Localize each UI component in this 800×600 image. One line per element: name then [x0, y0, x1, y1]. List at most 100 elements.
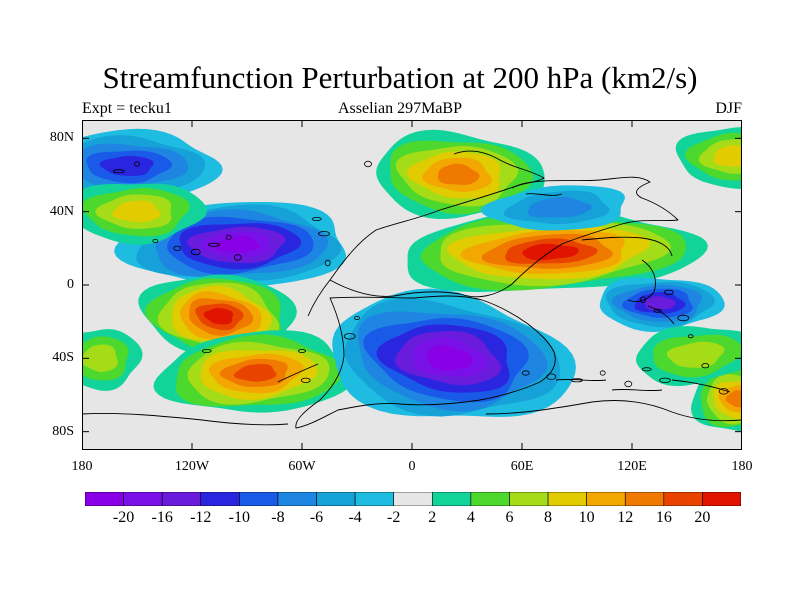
- lat-label: 0: [67, 277, 74, 292]
- colorbar-label: -20: [112, 509, 135, 526]
- island: [298, 348, 306, 353]
- colorbar-swatch: [509, 492, 549, 506]
- pressure-cell: [114, 201, 347, 288]
- contour-band: [112, 200, 161, 223]
- island: [134, 161, 140, 167]
- contour-band: [215, 236, 260, 253]
- contour-band: [644, 296, 676, 310]
- lon-label: 60W: [288, 459, 316, 474]
- pressure-cell: [635, 326, 742, 387]
- coastline-panthalassa-rim: [277, 279, 331, 383]
- colorbar-swatch: [161, 492, 202, 506]
- pressure-cell: [599, 277, 725, 333]
- pressure-cell: [82, 183, 207, 245]
- contour-band: [82, 344, 119, 372]
- island: [599, 370, 606, 376]
- pressure-cell: [407, 207, 708, 293]
- coastline-east-terranes: [627, 259, 675, 325]
- island: [225, 234, 232, 240]
- contour-band: [233, 363, 277, 382]
- island: [663, 289, 674, 295]
- island: [354, 315, 360, 320]
- season-label: DJF: [715, 100, 742, 117]
- contour-band: [437, 163, 480, 185]
- pressure-cell: [153, 330, 354, 413]
- island: [311, 217, 322, 222]
- coastline-antarctic-edge: [82, 400, 742, 426]
- island: [641, 367, 652, 372]
- island: [364, 160, 372, 168]
- lon-label: 60E: [510, 459, 534, 474]
- island: [112, 169, 125, 174]
- colorbar-swatch: [470, 492, 510, 506]
- colorbar-label: 4: [466, 509, 475, 526]
- colorbar-label: 8: [544, 509, 553, 526]
- island: [343, 333, 356, 340]
- colorbar-label: -2: [387, 509, 401, 526]
- contour-band: [426, 345, 473, 371]
- colorbar-label: 2: [428, 509, 437, 526]
- map-title: Streamfunction Perturbation at 200 hPa (…: [102, 60, 698, 95]
- colorbar-swatch: [239, 492, 279, 506]
- lat-label: 40N: [49, 203, 74, 219]
- colorbar-label: 10: [578, 509, 595, 526]
- colorbar-swatch: [431, 492, 472, 506]
- island: [659, 377, 671, 383]
- colorbar-swatch: [316, 492, 356, 506]
- island: [521, 370, 530, 376]
- lon-label: 180: [71, 459, 93, 474]
- period-label: Asselian 297MaBP: [338, 100, 462, 117]
- lat-label: 80S: [52, 423, 74, 439]
- island: [718, 388, 729, 395]
- island: [190, 248, 201, 256]
- pressure-cell: [675, 127, 742, 189]
- coastline-arctic-rim: [453, 150, 563, 196]
- island: [701, 363, 710, 369]
- colorbar-swatch: [200, 492, 240, 506]
- island: [653, 308, 662, 313]
- island: [208, 242, 220, 247]
- pressure-cell: [332, 288, 576, 417]
- contour-band: [527, 196, 592, 218]
- pressure-cell: [376, 129, 545, 220]
- colorbar-label: -8: [271, 509, 285, 526]
- streamfunction-field: [82, 127, 742, 432]
- lon-label: 120W: [174, 459, 210, 474]
- colorbar-swatch: [85, 492, 124, 506]
- island: [152, 239, 159, 244]
- island: [173, 245, 182, 251]
- island: [324, 259, 331, 267]
- island: [318, 231, 330, 237]
- lon-label: 0: [408, 459, 416, 474]
- colorbar-label: 16: [655, 509, 672, 526]
- colorbar-label: 20: [694, 509, 711, 526]
- pressure-cell: [82, 128, 223, 199]
- colorbar-label: 6: [505, 509, 514, 526]
- colorbar-label: -4: [348, 509, 362, 526]
- pressure-cell: [138, 274, 297, 362]
- contour-band: [203, 308, 234, 325]
- colorbar: [85, 492, 741, 506]
- colorbar-swatch: [277, 492, 317, 506]
- map-plot: [82, 120, 742, 450]
- colorbar-label: -6: [309, 509, 324, 526]
- contour-band: [666, 341, 725, 368]
- lon-label: 120E: [617, 459, 647, 474]
- island: [677, 314, 690, 322]
- colorbar-label: -16: [151, 509, 173, 526]
- lon-label: 180: [731, 459, 753, 474]
- colorbar-swatch: [702, 492, 741, 506]
- colorbar-label: -10: [228, 509, 250, 526]
- island: [571, 378, 583, 383]
- coastline-cimmerian-terranes: [581, 236, 673, 257]
- island-outlines: [112, 160, 729, 395]
- lat-label: 80N: [49, 130, 74, 146]
- coastline-north-pangea: [329, 176, 679, 298]
- island: [687, 334, 694, 339]
- island: [201, 348, 212, 353]
- island: [300, 377, 311, 383]
- contour-band: [713, 144, 742, 167]
- island: [546, 373, 557, 380]
- island: [233, 254, 242, 261]
- contour-band: [725, 390, 742, 408]
